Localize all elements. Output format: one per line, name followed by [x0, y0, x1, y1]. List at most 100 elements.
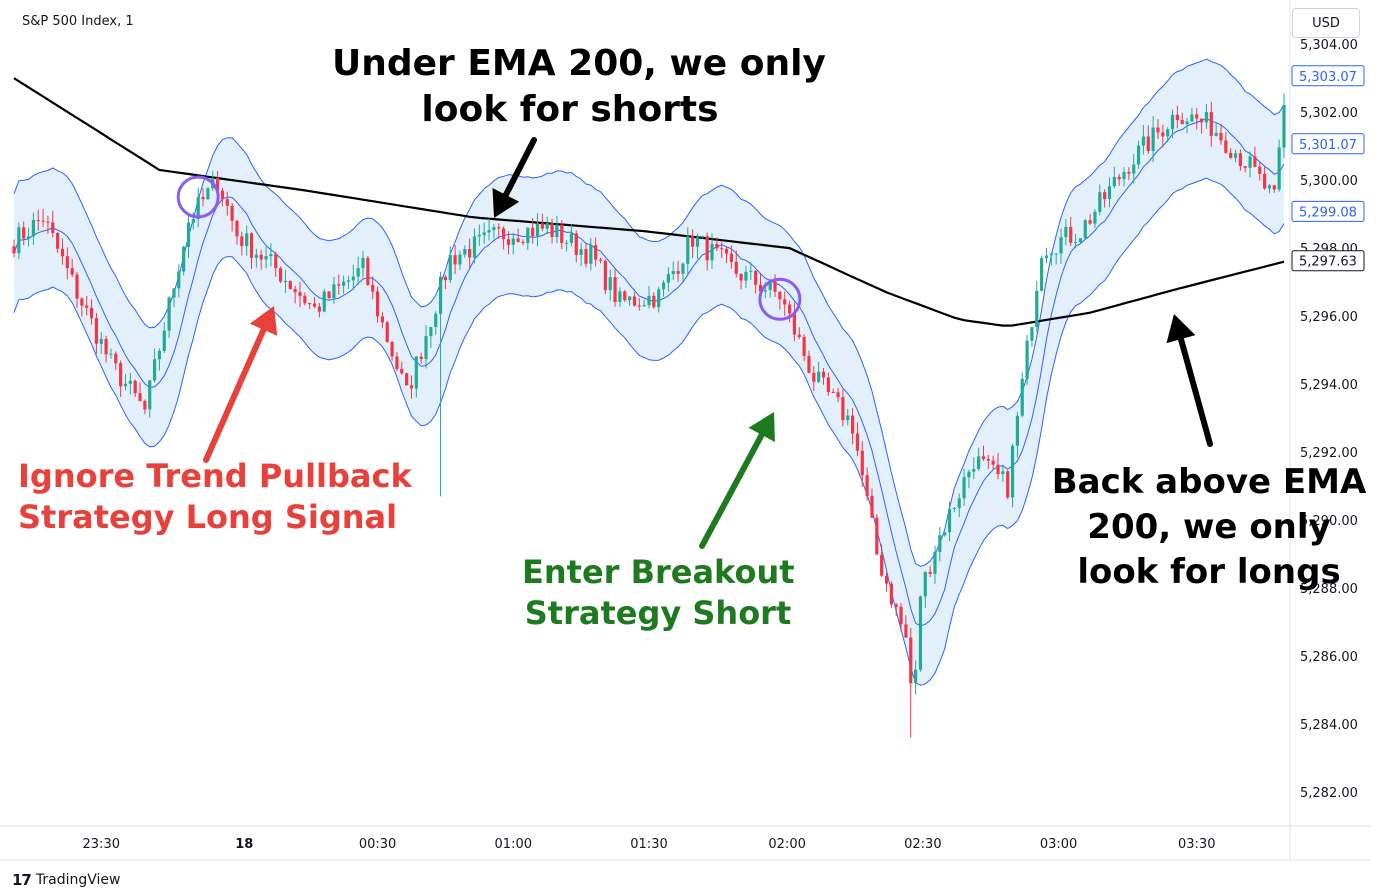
candle-body: [1049, 253, 1053, 256]
candle: [1175, 105, 1179, 129]
candle: [182, 245, 186, 276]
candle: [938, 526, 942, 562]
candle: [705, 232, 709, 271]
candle: [1136, 140, 1141, 169]
candle: [535, 213, 540, 247]
candle-body: [550, 223, 554, 237]
candle: [1151, 116, 1155, 163]
candle-body: [279, 268, 283, 282]
candle: [123, 374, 128, 391]
candle: [1044, 247, 1049, 264]
candle-body: [12, 246, 16, 254]
candle-body: [928, 571, 932, 574]
candle: [996, 452, 1000, 480]
arrow-ema-shorts-head: [492, 188, 520, 218]
candle: [1107, 177, 1112, 208]
arrow-ema-shorts: [492, 137, 537, 218]
candle: [720, 241, 724, 259]
candle: [1064, 218, 1068, 246]
candle-body: [729, 253, 734, 262]
candle-body: [758, 284, 763, 292]
candle: [1132, 154, 1136, 184]
candle: [1204, 104, 1209, 129]
candle: [463, 245, 467, 258]
candle: [1233, 149, 1238, 163]
candle-body: [564, 242, 569, 244]
x-tick-label: 01:00: [495, 837, 532, 852]
candle-body: [724, 248, 729, 254]
candle: [235, 220, 239, 245]
candle-body: [1277, 147, 1281, 190]
candle: [889, 581, 893, 608]
candle: [167, 296, 171, 339]
candle: [516, 228, 520, 243]
candle-body: [51, 222, 55, 234]
candle-body: [511, 238, 515, 245]
candle-body: [312, 303, 317, 307]
arrow-pullback-head: [249, 306, 278, 336]
candle: [36, 209, 40, 231]
pullback-signal-circle: [176, 175, 220, 219]
candle: [603, 259, 607, 295]
candle: [1059, 228, 1063, 265]
candle-body: [1258, 166, 1262, 174]
candle-body: [148, 380, 152, 410]
candle-body: [535, 223, 540, 237]
candle: [1112, 166, 1116, 189]
candle: [1166, 127, 1170, 143]
candle: [298, 281, 302, 308]
candle: [671, 261, 675, 280]
candle-body: [463, 248, 467, 255]
candle: [1199, 118, 1204, 134]
candle: [652, 292, 656, 309]
candle-body: [1263, 173, 1267, 189]
candle: [1103, 189, 1107, 208]
candle: [1253, 146, 1257, 168]
candle: [1161, 124, 1165, 148]
candle: [579, 242, 583, 267]
candle: [521, 239, 525, 246]
candle-body: [283, 280, 288, 282]
candle: [356, 256, 360, 286]
symbol-title[interactable]: S&P 500 Index, 1: [22, 14, 134, 29]
candle: [841, 389, 845, 427]
candle-body: [458, 254, 462, 265]
candle: [89, 299, 94, 325]
candle: [51, 210, 55, 238]
currency-button[interactable]: USD: [1292, 8, 1360, 38]
candle-body: [555, 224, 559, 237]
annotation-ignore-pullback: Ignore Trend Pullback Strategy Long Sign…: [18, 456, 412, 537]
candle-body: [1141, 136, 1146, 146]
candle: [947, 501, 952, 542]
candle-body: [133, 380, 137, 394]
candle-body: [1233, 153, 1238, 158]
candle-body: [1001, 471, 1005, 475]
candle-body: [778, 291, 782, 300]
arrows-layer: [203, 137, 1213, 549]
candle-body: [739, 273, 743, 281]
candle: [1078, 238, 1083, 244]
candle: [104, 335, 108, 363]
candle-body: [884, 575, 889, 584]
candle: [468, 238, 472, 268]
candle: [826, 372, 830, 396]
candle-body: [322, 291, 326, 312]
arrow-breakout-shaft: [699, 431, 765, 549]
candle-body: [119, 363, 123, 387]
candle-body: [17, 227, 21, 254]
candle: [1030, 326, 1034, 348]
candle-body: [31, 220, 35, 237]
annotation-ema-shorts-line1: Under EMA 200, we only: [332, 43, 826, 84]
candle: [492, 223, 496, 239]
candle: [569, 224, 574, 247]
candle: [1185, 117, 1189, 134]
candle-body: [482, 232, 486, 235]
candle-body: [70, 268, 74, 275]
candles-layer: [12, 93, 1286, 738]
brand-tradingview[interactable]: 17 TradingView: [12, 871, 120, 889]
candle: [327, 290, 331, 300]
candle: [836, 387, 840, 403]
candle-body: [899, 606, 903, 625]
candle: [855, 422, 860, 457]
